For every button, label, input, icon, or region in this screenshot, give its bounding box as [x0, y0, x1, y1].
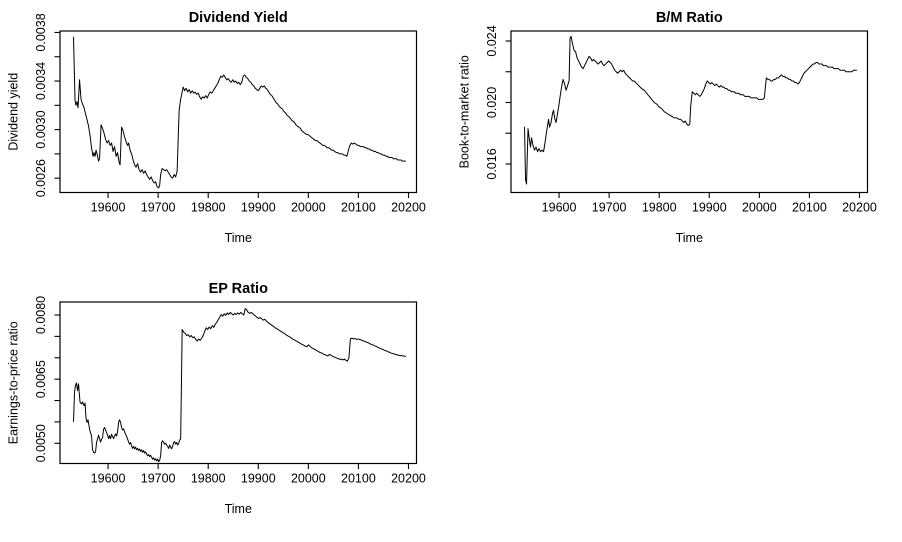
plot-ep-ratio: EP Ratio 19600 19700 19800 19900 20000 20100 20… [7, 281, 426, 516]
x-tick-label: 19900 [241, 201, 276, 215]
x-tick-label: 20200 [391, 472, 426, 486]
x-axis-label: Time [225, 231, 252, 245]
x-tick-label: 20200 [391, 201, 426, 215]
x-axis-label: Time [225, 502, 252, 516]
plot-dividend-yield: Dividend Yield 19600 19700 19800 19900 20000 2… [7, 10, 426, 245]
y-tick-label: 0.0080 [34, 296, 48, 334]
plot-box [59, 30, 418, 194]
x-axis-label: Time [676, 231, 703, 245]
x-tick-label: 19900 [241, 472, 276, 486]
y-axis-label: Book-to-market ratio [458, 55, 472, 168]
y-axis-label: Dividend yield [7, 73, 21, 151]
y-tick-label: 0.0050 [34, 424, 48, 462]
y-tick-label: 0.016 [485, 148, 499, 179]
x-tick-label: 19700 [141, 472, 176, 486]
y-tick-label: 0.0034 [34, 62, 48, 100]
plot-box [59, 301, 418, 465]
plot-b-m-ratio: B/M Ratio 19600 19700 19800 19900 20000 20100 2… [458, 10, 877, 245]
x-tick-label: 19600 [91, 201, 126, 215]
x-tick-label: 19700 [141, 201, 176, 215]
x-tick-label: 20200 [842, 201, 877, 215]
series-line [73, 36, 406, 189]
series-line [524, 35, 857, 185]
x-tick-label: 19800 [191, 201, 226, 215]
plot-title: B/M Ratio [656, 10, 723, 26]
x-tick-label: 20000 [742, 201, 777, 215]
x-tick-label: 20000 [291, 201, 326, 215]
x-tick-label: 20100 [341, 201, 376, 215]
y-tick-label: 0.0026 [34, 159, 48, 197]
x-tick-label: 20100 [341, 472, 376, 486]
x-tick-label: 19600 [91, 472, 126, 486]
y-tick-label: 0.024 [485, 25, 499, 56]
chart-bm-ratio: B/M Ratio 19600 19700 19800 19900 20000 20100 2… [451, 0, 902, 271]
x-tick-label: 19800 [191, 472, 226, 486]
plot-title: Dividend Yield [189, 10, 288, 26]
chart-ep-ratio: EP Ratio 19600 19700 19800 19900 20000 20100 20… [0, 271, 451, 542]
y-tick-label: 0.0030 [34, 110, 48, 148]
plot-title: EP Ratio [209, 281, 269, 297]
chart-dividend-yield: Dividend Yield 19600 19700 19800 19900 20000 2… [0, 0, 451, 271]
x-tick-label: 20000 [291, 472, 326, 486]
x-tick-label: 19600 [542, 201, 577, 215]
y-tick-label: 0.020 [485, 87, 499, 118]
y-axis-label: Earnings-to-price ratio [7, 321, 21, 444]
plot-box [510, 30, 869, 194]
series-line [73, 308, 406, 463]
y-tick-label: 0.0065 [34, 360, 48, 398]
x-tick-label: 19800 [642, 201, 677, 215]
y-tick-label: 0.0038 [34, 13, 48, 51]
x-tick-label: 19700 [592, 201, 627, 215]
x-tick-label: 19900 [692, 201, 727, 215]
x-tick-label: 20100 [792, 201, 827, 215]
